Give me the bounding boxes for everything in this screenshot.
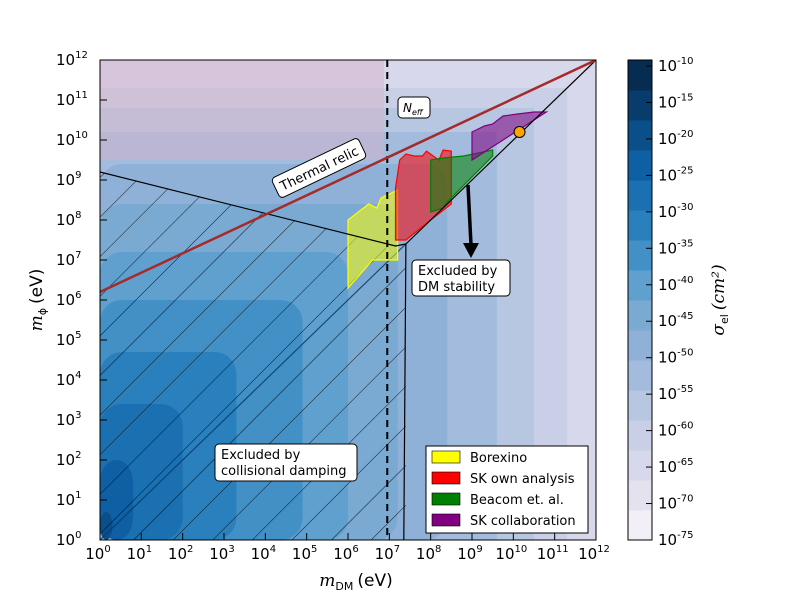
- dm-stability-arrow-head: [463, 243, 479, 258]
- legend-swatch: [431, 450, 461, 464]
- region-borexino: [347, 189, 399, 290]
- dm-stability-annotation: Excluded by DM stability: [411, 259, 511, 297]
- svg-text:Neff: Neff: [403, 101, 424, 117]
- collisional-damping-text-2: collisional damping: [221, 464, 346, 479]
- colorbar-band: [628, 390, 652, 421]
- x-tick-label: 103: [209, 544, 234, 563]
- colorbar-band: [628, 210, 652, 241]
- colorbar-band: [628, 510, 652, 541]
- legend-swatch: [431, 471, 461, 485]
- dm-stability-text-2: DM stability: [418, 280, 495, 295]
- legend-swatch: [431, 513, 461, 527]
- y-tick-label: 102: [56, 450, 81, 469]
- colorbar-band: [628, 360, 652, 391]
- dm-stability-text-1: Excluded by: [418, 264, 498, 279]
- colorbar-tick-label: 10-10: [658, 56, 693, 75]
- y-tick-label: 101: [56, 490, 81, 509]
- y-tick-label: 105: [56, 330, 81, 349]
- colorbar-tick-label: 10-40: [658, 275, 693, 294]
- x-tick-label: 104: [251, 544, 276, 563]
- colorbar-band: [628, 450, 652, 481]
- colorbar-label: σel(cm²): [709, 264, 731, 335]
- colorbar-tick-label: 10-30: [658, 202, 693, 221]
- region-sk-collaboration: [471, 111, 549, 162]
- legend-swatch: [431, 492, 461, 506]
- thermal-relic-line: [100, 60, 596, 294]
- colorbar-tick-label: 10-20: [658, 129, 693, 148]
- x-tick-label: 102: [168, 544, 193, 563]
- y-tick-label: 1012: [56, 50, 88, 69]
- dm-stability-left-edge: [403, 243, 407, 540]
- y-axis-label: mϕ(eV): [27, 269, 49, 332]
- dm-stability-boundary: [405, 60, 596, 245]
- colorbar-tick-label: 10-35: [658, 238, 693, 257]
- neff-excluded-region: [100, 60, 384, 160]
- colorbar-band: [628, 120, 652, 151]
- legend-label: SK own analysis: [470, 472, 575, 487]
- y-tick-label: 108: [56, 210, 81, 229]
- colorbar-tick-label: 10-70: [658, 494, 693, 513]
- x-tick-label: 1012: [578, 544, 610, 563]
- x-axis-label: mDM (eV): [319, 571, 392, 593]
- y-tick-label: 106: [56, 290, 81, 309]
- colorbar-tick-label: 10-25: [658, 165, 693, 184]
- x-tick-label: 1010: [495, 544, 527, 563]
- colorbar-tick-label: 10-55: [658, 384, 693, 403]
- legend-label: Borexino: [470, 451, 527, 466]
- colorbar-band: [628, 60, 652, 91]
- x-tick-label: 109: [457, 544, 482, 563]
- colorbar-tick-label: 10-15: [658, 92, 693, 111]
- y-tick-label: 109: [56, 170, 81, 189]
- colorbar-band: [628, 150, 652, 181]
- legend-label: Beacom et. al.: [470, 493, 564, 508]
- x-tick-label: 1011: [537, 544, 569, 563]
- y-tick-label: 1010: [56, 130, 88, 149]
- legend: Borexino SK own analysis Beacom et. al. SK …: [425, 445, 589, 534]
- x-tick-label: 107: [375, 544, 400, 563]
- x-tick-label: 100: [85, 544, 110, 563]
- y-tick-label: 107: [56, 250, 81, 269]
- x-tick-label: 108: [416, 544, 441, 563]
- x-tick-label: 106: [333, 544, 358, 563]
- colorbar-band: [628, 330, 652, 361]
- colorbar-band: [628, 480, 652, 511]
- colorbar-tick-label: 10-45: [658, 311, 693, 330]
- colorbar: 10-10 10-15 10-20 10-25 10-30 10-35 10-40 10-45…: [627, 56, 731, 549]
- colorbar-band: [628, 420, 652, 451]
- colorbar-tick-label: 10-60: [658, 421, 693, 440]
- orange-marker: [513, 126, 526, 138]
- plot-area: [100, 60, 596, 540]
- colorbar-tick-label: 10-75: [658, 530, 693, 549]
- colorbar-tick-label: 10-50: [658, 348, 693, 367]
- collisional-damping-boundary: [100, 171, 407, 247]
- y-tick-label: 1011: [56, 90, 88, 109]
- neff-subscript: eff: [412, 108, 424, 117]
- exclusion-regions: [347, 111, 549, 290]
- region-beacom-et-al-: [430, 149, 494, 213]
- colorbar-band: [628, 180, 652, 211]
- neff-symbol: N: [403, 101, 412, 115]
- y-tick-label: 103: [56, 410, 81, 429]
- collisional-damping-text-1: Excluded by: [221, 448, 301, 463]
- colorbar-band: [628, 300, 652, 331]
- legend-label: SK collaboration: [470, 514, 576, 529]
- y-axis-ticks: 100 101 102 103 104 105 106 107 108 109 1010 1011 10…: [56, 50, 107, 549]
- colorbar-tick-label: 10-65: [658, 457, 693, 476]
- x-tick-label: 101: [127, 544, 152, 563]
- dm-stability-arrow-shaft: [466, 184, 473, 246]
- colorbar-band: [628, 90, 652, 121]
- neff-label: Neff: [397, 96, 431, 119]
- y-tick-label: 104: [56, 370, 81, 389]
- collisional-damping-annotation: Excluded by collisional damping: [214, 443, 358, 482]
- y-tick-label: 100: [56, 530, 81, 549]
- colorbar-band: [628, 240, 652, 271]
- x-tick-label: 105: [292, 544, 317, 563]
